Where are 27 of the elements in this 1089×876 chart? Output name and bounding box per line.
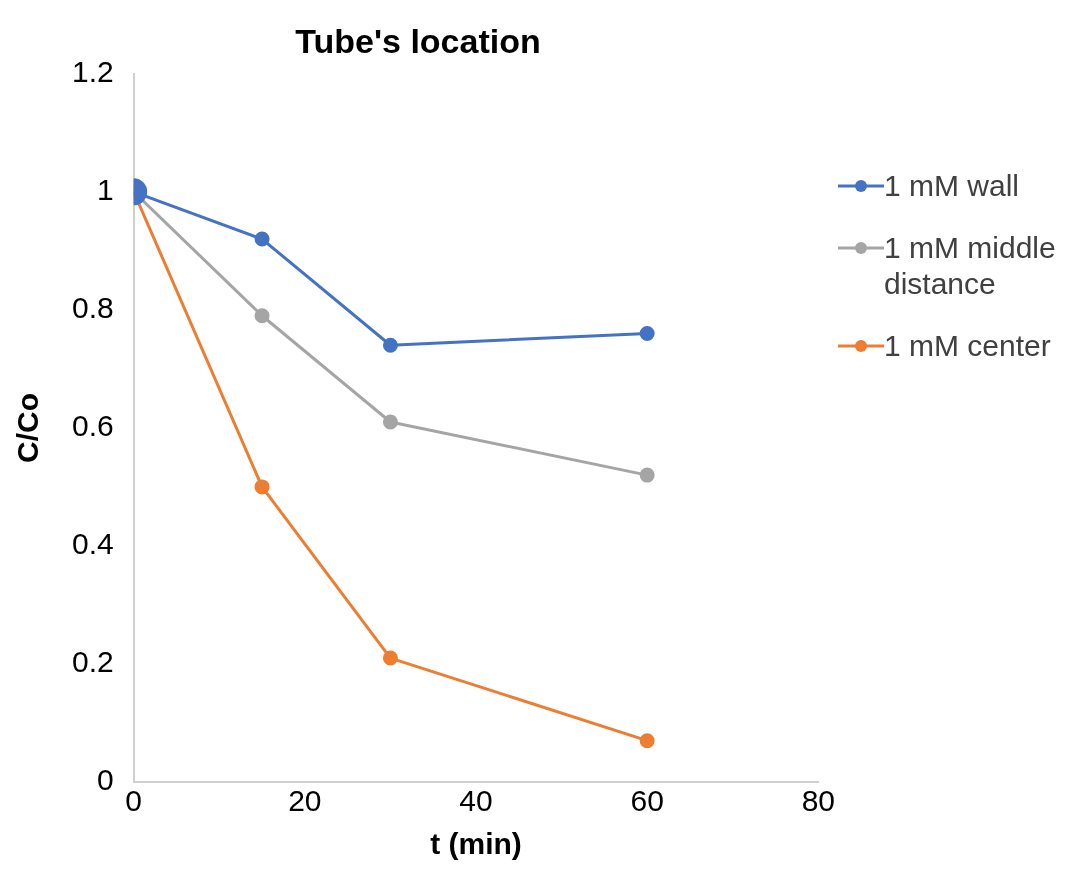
- point: [254, 308, 270, 324]
- legend-label: 1 mM wall: [884, 168, 1020, 204]
- legend-label: 1 mM middle distance: [884, 230, 1057, 302]
- y-tick-label: 0.2: [71, 645, 114, 679]
- point: [382, 650, 398, 666]
- y-axis-title: C/Co: [11, 392, 45, 463]
- y-tick-label: 1: [97, 173, 114, 207]
- y-tick-label: 0.8: [71, 291, 114, 325]
- point: [639, 325, 655, 341]
- x-tick-label: 80: [801, 784, 835, 818]
- point: [382, 414, 398, 430]
- point: [639, 467, 655, 483]
- y-tick-label: 1.2: [71, 55, 114, 89]
- y-tick-label: 0.4: [71, 527, 114, 561]
- point: [254, 479, 270, 495]
- x-axis-title: t (min): [430, 827, 522, 861]
- x-tick-label: 0: [125, 784, 143, 818]
- point: [254, 231, 270, 247]
- x-tick-label: 60: [630, 784, 664, 818]
- x-tick-label: 40: [459, 784, 493, 818]
- chart-title: Tube's location: [295, 21, 541, 60]
- x-tick-label: 20: [288, 784, 322, 818]
- y-tick-label: 0: [97, 763, 114, 797]
- point: [639, 733, 655, 749]
- legend-label: 1 mM center: [884, 328, 1051, 364]
- point: [382, 337, 398, 353]
- y-tick-label: 0.6: [71, 409, 114, 443]
